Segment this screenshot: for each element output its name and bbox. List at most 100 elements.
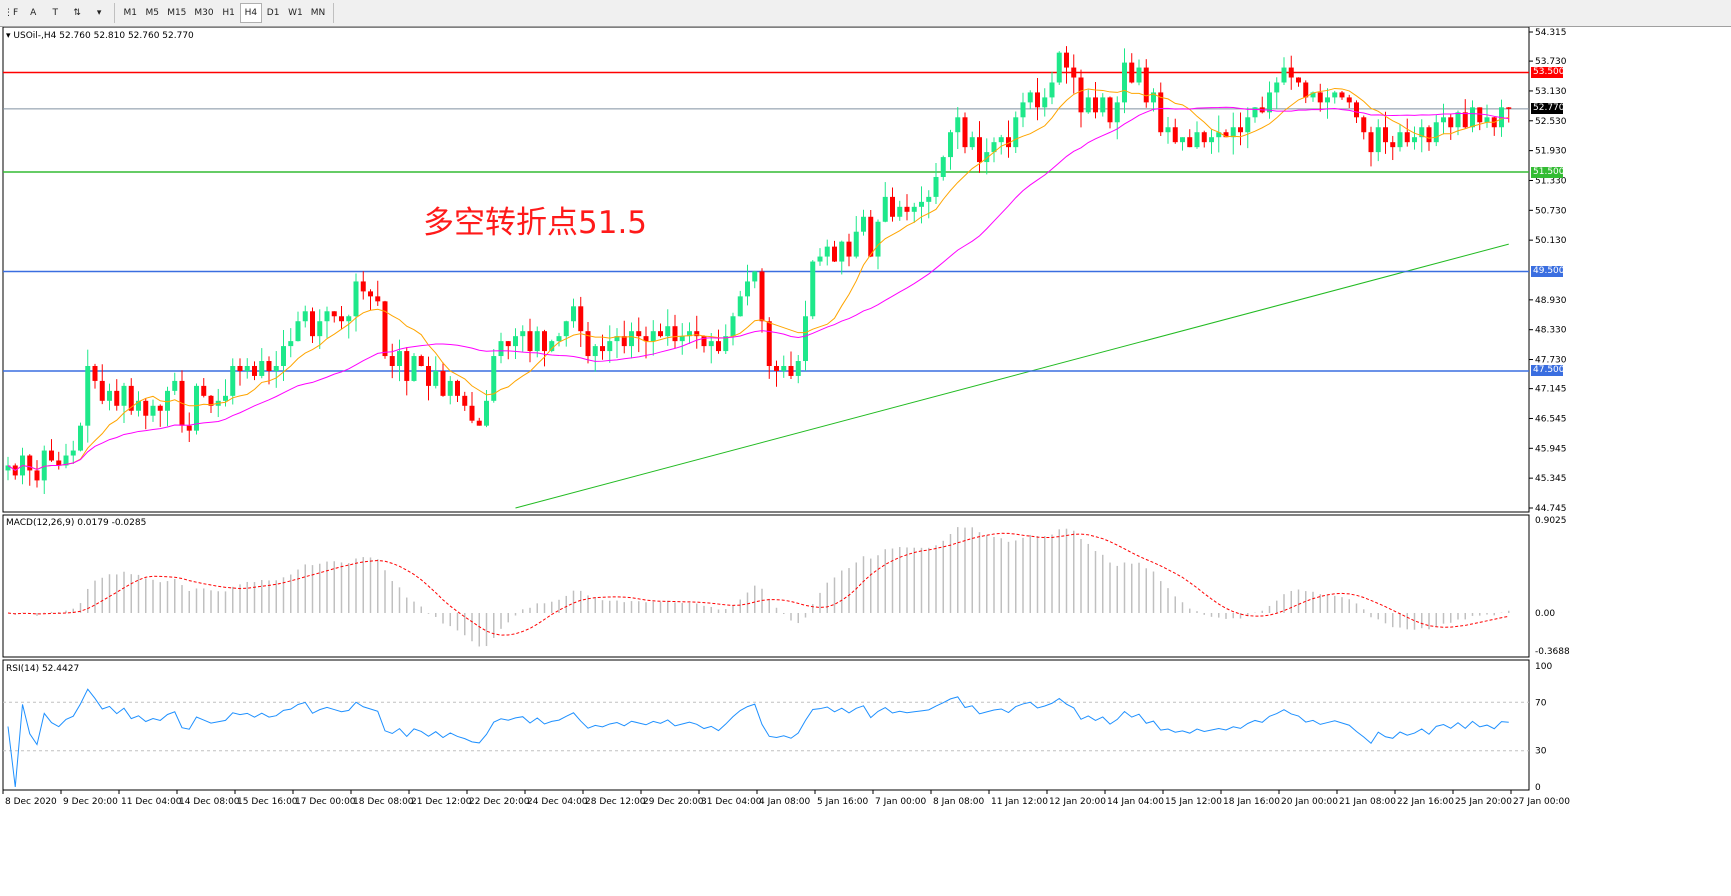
candle-body [803, 316, 808, 362]
candle-body [542, 331, 547, 352]
candle-body [933, 176, 939, 197]
time-tick-label: 5 Jan 16:00 [817, 797, 869, 807]
timeframe-m5[interactable]: M5 [145, 8, 159, 18]
candle-body [708, 341, 714, 347]
candle-body [730, 316, 736, 337]
candle-body [643, 336, 649, 342]
dropdown-arrow-icon[interactable]: ▾ [96, 8, 102, 18]
candle-body [1085, 97, 1091, 113]
candle-body [201, 385, 207, 396]
timeframe-d1[interactable]: D1 [266, 8, 280, 18]
candle-body [1042, 97, 1048, 108]
time-tick-label: 21 Jan 08:00 [1339, 797, 1396, 807]
candle-body [991, 142, 997, 153]
candle-body [484, 400, 489, 426]
candle-body [418, 356, 424, 366]
candle-body [1332, 92, 1338, 98]
candle-body [1448, 117, 1454, 128]
price-tick-label: 51.930 [1535, 147, 1567, 157]
chart-canvas[interactable]: 54.315 53.730 53.130 52.530 51.930 51.330 50.7… [0, 27, 1731, 896]
candle-body [1035, 92, 1040, 108]
candle-body [1049, 82, 1055, 98]
timeframe-m30[interactable]: M30 [194, 8, 214, 18]
candle-body [600, 346, 605, 352]
candle-body [114, 390, 120, 406]
candle-body [650, 331, 656, 342]
candle-body [5, 465, 11, 471]
candle-body [121, 385, 127, 406]
candle-body [592, 346, 598, 357]
candle-body [397, 351, 402, 366]
time-tick-label: 22 Jan 16:00 [1397, 797, 1454, 807]
candle-body [317, 321, 323, 337]
candle-body [1151, 92, 1156, 103]
timeframe-h1[interactable]: H1 [222, 8, 235, 18]
candle-body [1230, 127, 1236, 138]
candle-body [665, 326, 671, 337]
candle-body [1375, 127, 1381, 153]
candle-body [172, 380, 178, 391]
timeframe-m15[interactable]: M15 [167, 8, 187, 18]
candle-body [128, 385, 134, 411]
text-tool-icon[interactable]: A [30, 8, 37, 18]
candle-body [63, 455, 69, 466]
candle-body [824, 246, 830, 257]
price-level-label: 51.500 [1531, 166, 1565, 178]
candle-body [447, 380, 453, 396]
ma-mid-line [7, 106, 1509, 472]
candle-body [1317, 92, 1323, 103]
candle-body [360, 281, 366, 292]
candle-body [1383, 127, 1388, 143]
price-tick-label: 53.130 [1535, 87, 1567, 97]
timeframe-h4[interactable]: H4 [239, 3, 263, 23]
candle-body [440, 370, 446, 396]
candle-body [882, 196, 888, 222]
candle-body [353, 281, 359, 317]
candle-body [78, 425, 83, 451]
bid-price-label: 52.770 [1531, 103, 1565, 115]
candle-body [1433, 122, 1439, 143]
ma-fast-line [7, 87, 1509, 472]
price-tick-label: 53.730 [1535, 57, 1567, 67]
annotation-text: 多空转折点51.5 [423, 205, 648, 241]
candle-body [194, 385, 199, 431]
candle-body [223, 395, 228, 401]
timeframe-mn[interactable]: MN [310, 8, 326, 18]
candle-body [694, 331, 700, 337]
candle-body [266, 361, 272, 371]
candle-body [426, 365, 431, 386]
candle-body [875, 221, 881, 257]
candle-body [911, 206, 917, 212]
price-tick-label: 50.730 [1535, 206, 1567, 216]
candle-body [252, 365, 257, 376]
candle-body [1310, 92, 1316, 98]
candle-body [41, 450, 47, 481]
candle-body [56, 460, 62, 466]
arrows-tool-icon[interactable]: ⇅ [73, 8, 81, 18]
candle-body [629, 331, 634, 347]
candle-body [288, 341, 294, 347]
candle-body [534, 331, 540, 352]
candle-body [165, 390, 170, 411]
toolbar-separator [114, 3, 116, 23]
candle-body [310, 311, 315, 337]
time-tick-label: 4 Jan 08:00 [759, 797, 811, 807]
timeframe-m1[interactable]: M1 [123, 8, 137, 18]
time-tick-label: 31 Dec 04:00 [701, 797, 762, 807]
timeframe-w1[interactable]: W1 [288, 8, 303, 18]
candle-body [368, 291, 373, 297]
candle-body [281, 346, 286, 366]
rsi-tick-label: 30 [1535, 747, 1547, 757]
candle-body [1013, 117, 1019, 148]
candle-body [839, 241, 845, 262]
candle-body [1078, 77, 1084, 113]
fibo-tool-icon[interactable]: ⋮F [4, 8, 19, 18]
time-tick-label: 18 Dec 08:00 [353, 797, 414, 807]
candle-body [1056, 52, 1062, 83]
text-label-tool-icon[interactable]: T [52, 8, 58, 18]
candle-body [259, 361, 265, 376]
time-tick-label: 28 Dec 12:00 [585, 797, 646, 807]
candle-body [977, 137, 982, 163]
candle-body [1441, 117, 1446, 123]
candle-body [679, 336, 685, 342]
